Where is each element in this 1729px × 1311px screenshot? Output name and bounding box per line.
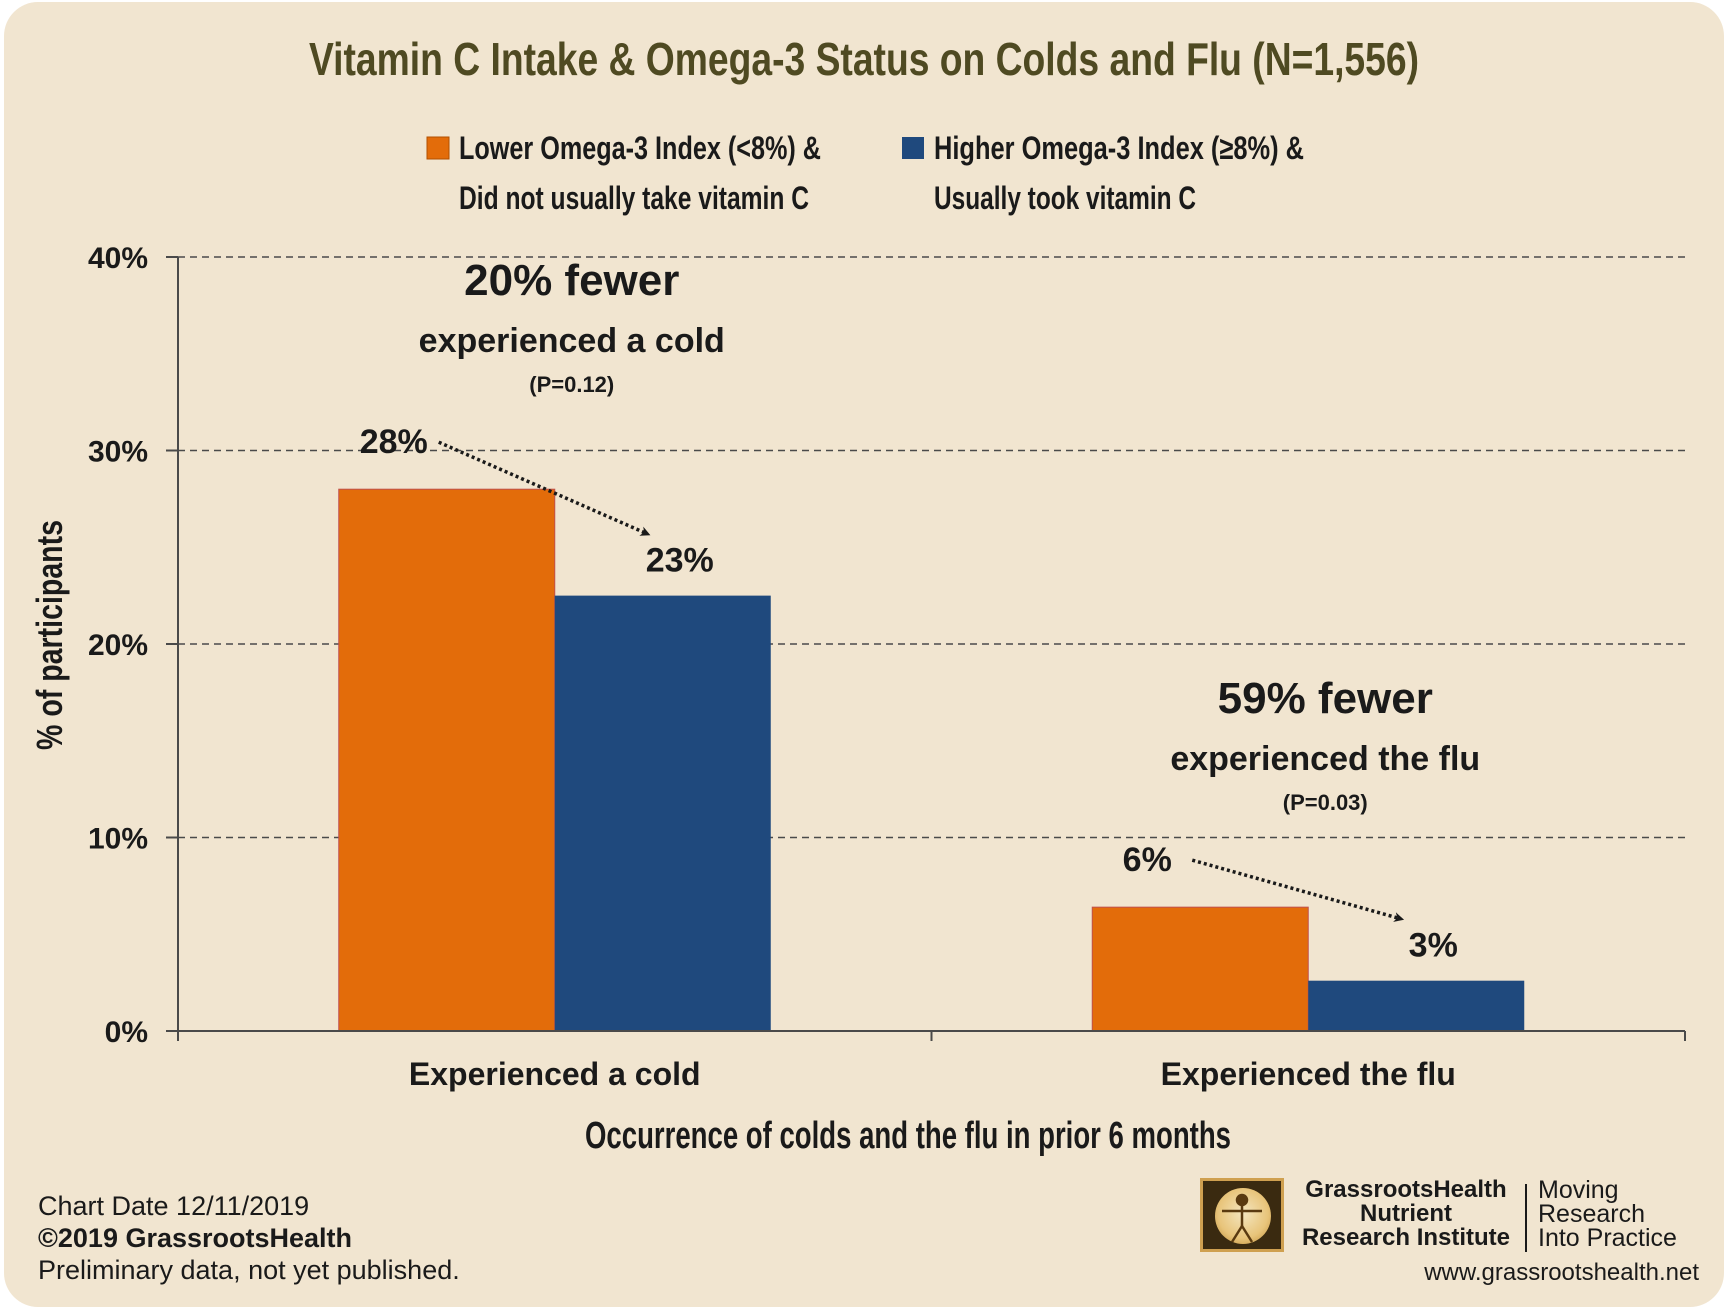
vitruvian-logo-icon <box>1200 1178 1284 1252</box>
org-tagline: Moving Research Into Practice <box>1538 1176 1677 1252</box>
website-url: www.grassrootshealth.net <box>1424 1259 1699 1286</box>
x-category-label: Experienced a cold <box>409 1056 701 1092</box>
annotation-text: experienced the flu <box>1170 740 1480 778</box>
annotation-headline: 59% fewer <box>1218 674 1433 723</box>
org-name-line1: GrassrootsHealth <box>1305 1176 1507 1203</box>
legend: Lower Omega-3 Index (<8%) & Did not usua… <box>426 130 1304 216</box>
y-axis-title: % of participants <box>29 520 70 750</box>
legend-label-lower-line1: Lower Omega-3 Index (<8%) & <box>459 130 821 166</box>
legend-label-higher-line1: Higher Omega-3 Index (≥8%) & <box>934 130 1304 166</box>
tagline-line3: Into Practice <box>1538 1224 1677 1252</box>
bar <box>1091 906 1309 1032</box>
data-label: 6% <box>1123 841 1172 879</box>
data-labels: 28% 23% 6% 3% <box>360 423 1458 964</box>
y-tick-labels: 0% 10% 20% 30% 40% <box>88 242 148 1049</box>
chart-date: Chart Date 12/11/2019 <box>38 1191 310 1221</box>
legend-label-higher-line2: Usually took vitamin C <box>934 180 1196 216</box>
change-arrow <box>438 440 651 536</box>
org-name-line3: Research Institute <box>1301 1224 1511 1251</box>
y-tick-label: 20% <box>88 629 148 662</box>
annotation-text: experienced a cold <box>419 322 725 360</box>
x-category-labels: Experienced a cold Experienced the flu <box>409 1056 1456 1092</box>
annotation-pvalue: (P=0.12) <box>529 372 614 397</box>
org-logo: GrassrootsHealth Nutrient Research Insti… <box>1200 1178 1700 1258</box>
y-tick-label: 10% <box>88 823 148 856</box>
org-name-line2: Nutrient <box>1360 1200 1452 1227</box>
legend-swatch-lower <box>426 136 450 160</box>
data-label: 3% <box>1409 927 1458 965</box>
bar <box>338 488 556 1032</box>
bar <box>1308 980 1525 1031</box>
annotation-headline: 20% fewer <box>464 256 679 305</box>
legend-swatch-higher <box>902 137 924 159</box>
tagline-line2: Research <box>1538 1200 1645 1228</box>
chart-background <box>4 2 1724 1307</box>
annotations: 20% fewer experienced a cold (P=0.12) 59% f… <box>419 256 1480 922</box>
tagline-line1: Moving <box>1538 1176 1619 1204</box>
org-name: GrassrootsHealth Nutrient Research Insti… <box>1296 1178 1516 1250</box>
y-tick-label: 30% <box>88 436 148 469</box>
footer-notes: Chart Date 12/11/2019 ©2019 GrassrootsHe… <box>38 1190 460 1286</box>
axes <box>166 256 1686 1041</box>
legend-label-lower-line2: Did not usually take vitamin C <box>459 180 809 216</box>
bar <box>554 595 771 1031</box>
copyright: ©2019 GrassrootsHealth <box>38 1223 353 1253</box>
bars <box>338 488 1525 1032</box>
data-label: 23% <box>646 542 714 580</box>
x-category-label: Experienced the flu <box>1161 1056 1456 1092</box>
x-axis-title: Occurrence of colds and the flu in prior… <box>585 1115 1231 1157</box>
change-arrow <box>1191 858 1405 922</box>
logo-divider <box>1525 1184 1527 1252</box>
annotation-pvalue: (P=0.03) <box>1283 790 1368 815</box>
preliminary-note: Preliminary data, not yet published. <box>38 1255 460 1285</box>
data-label: 28% <box>360 423 428 461</box>
y-tick-label: 0% <box>105 1016 148 1049</box>
y-tick-label: 40% <box>88 242 148 275</box>
chart-title: Vitamin C Intake & Omega-3 Status on Col… <box>309 33 1419 85</box>
